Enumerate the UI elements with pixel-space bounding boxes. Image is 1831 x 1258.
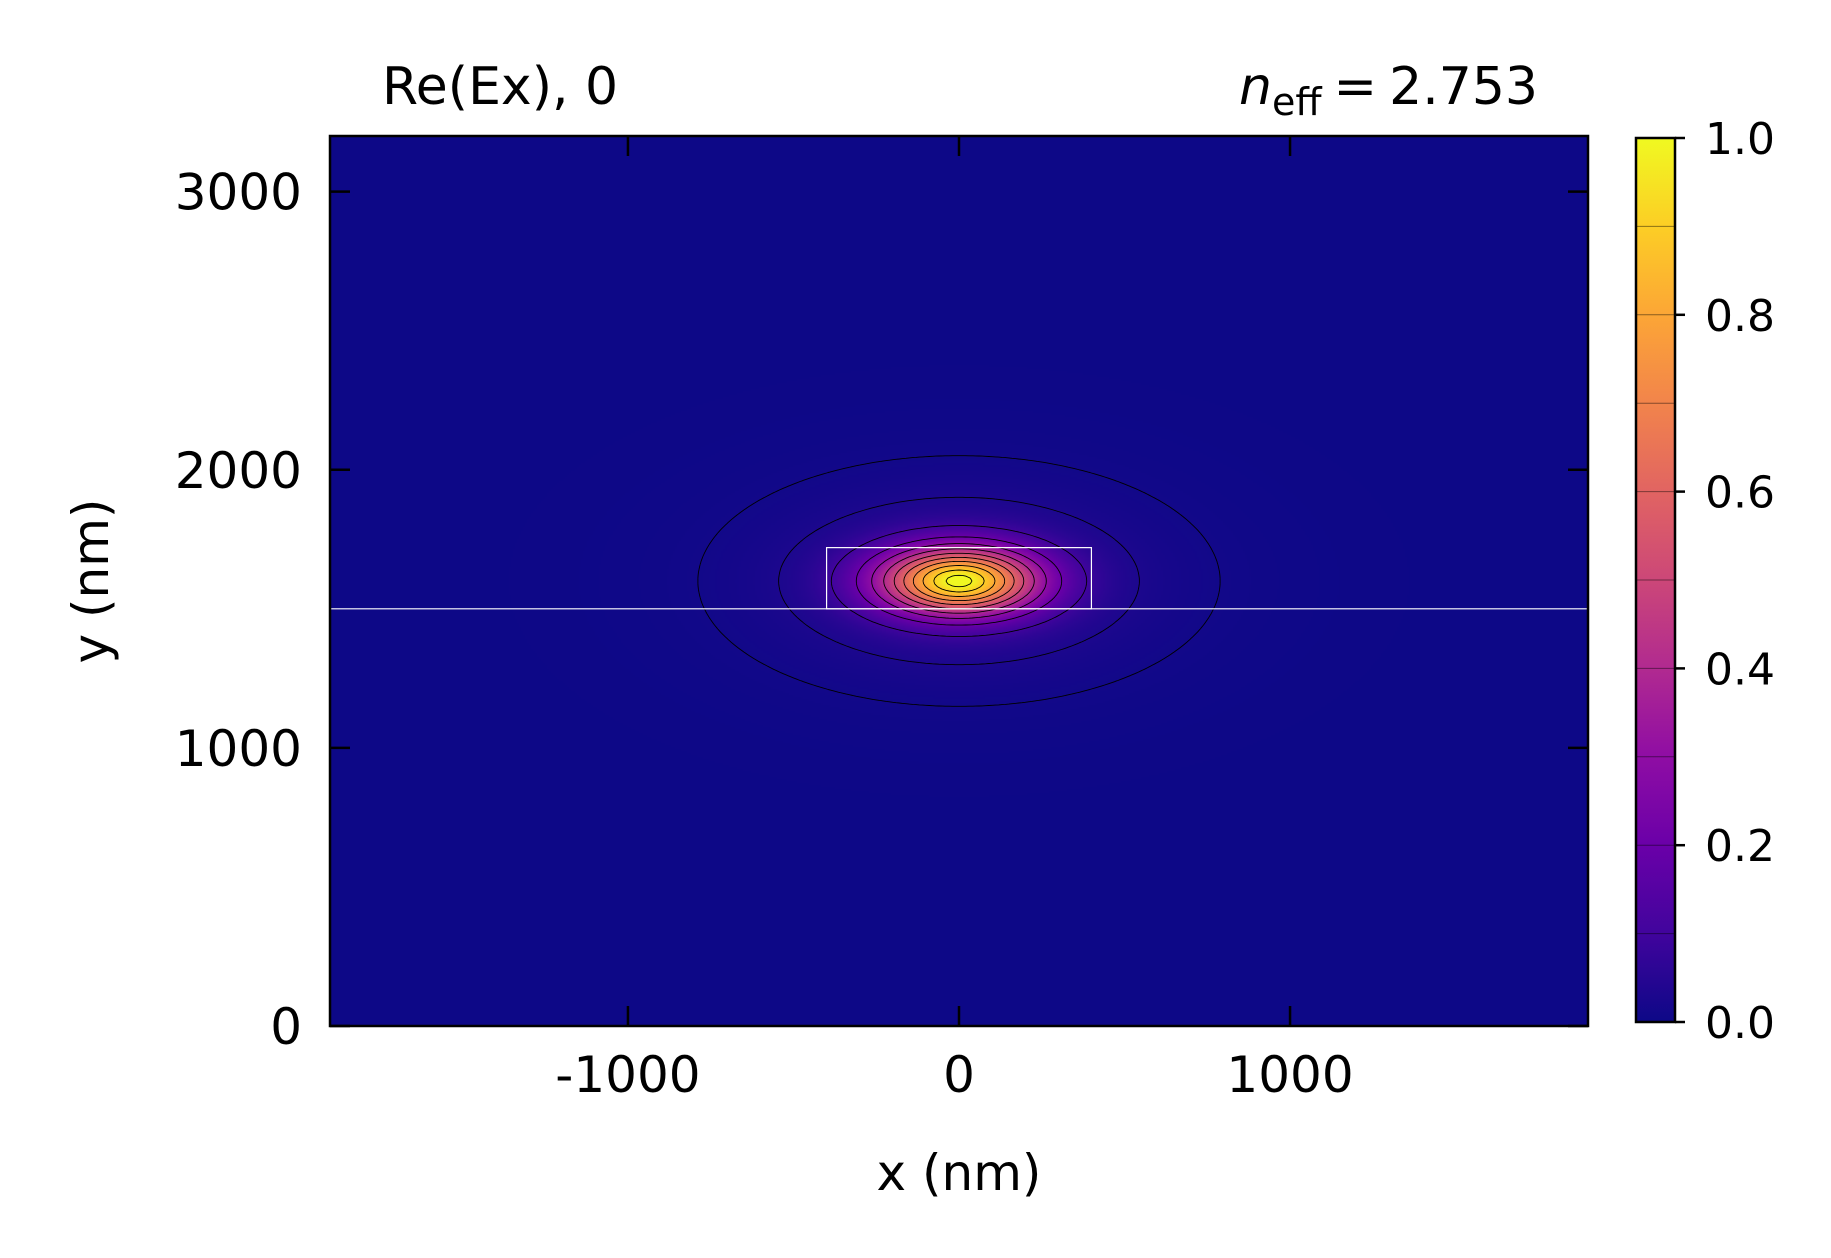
colorbar-tick-label: 0.4 [1705,644,1775,695]
contour-line [933,569,985,593]
x-tick-label: 1000 [1226,1046,1353,1104]
neff-value: 2.753 [1389,57,1538,117]
colorbar-tick-label: 0.6 [1705,468,1775,519]
contour-line [855,536,1063,626]
neff-equals: = [1334,57,1378,117]
neff-subscript: eff [1272,80,1322,124]
contour-line [697,455,1221,707]
y-tick-label: 0 [270,998,302,1056]
colorbar-tick-label: 0.0 [1705,998,1775,1049]
colorbar-frame [1634,136,1677,1024]
colorbar-tick-label: 0.2 [1705,821,1775,872]
title-left: Re(Ex), 0 [382,57,618,117]
y-tick-label: 3000 [175,164,302,222]
contour-line [778,496,1140,666]
y-axis-ticks: 0 1000 2000 3000 [175,164,1588,1056]
x-axis-ticks: -1000 0 1000 [555,136,1354,1104]
colorbar-tick-label: 1.0 [1705,114,1775,165]
x-axis-label: x (nm) [877,1144,1042,1202]
contour-lines [697,455,1221,707]
title-right: neff = 2.753 [1239,57,1538,124]
contour-line [912,560,1006,602]
colorbar-tick-label: 0.8 [1705,291,1775,342]
colorbar [1636,138,1675,1022]
waveguide-outline [330,547,1588,610]
contour-line [830,525,1088,637]
y-tick-label: 1000 [175,720,302,778]
contour-line [871,543,1047,619]
contour-line [945,574,973,588]
field-heatmap [330,136,1588,1026]
x-tick-label: 0 [943,1046,975,1104]
x-tick-label: -1000 [555,1046,700,1104]
y-axis-label: y (nm) [62,499,120,664]
y-tick-label: 2000 [175,442,302,500]
contour-line [922,565,996,597]
waveguide-core-outline [825,547,1093,610]
contour-line [903,556,1015,606]
colorbar-ticks: 0.0 0.2 0.4 0.6 0.8 1.0 [1636,114,1775,1049]
neff-symbol: n [1239,57,1272,117]
